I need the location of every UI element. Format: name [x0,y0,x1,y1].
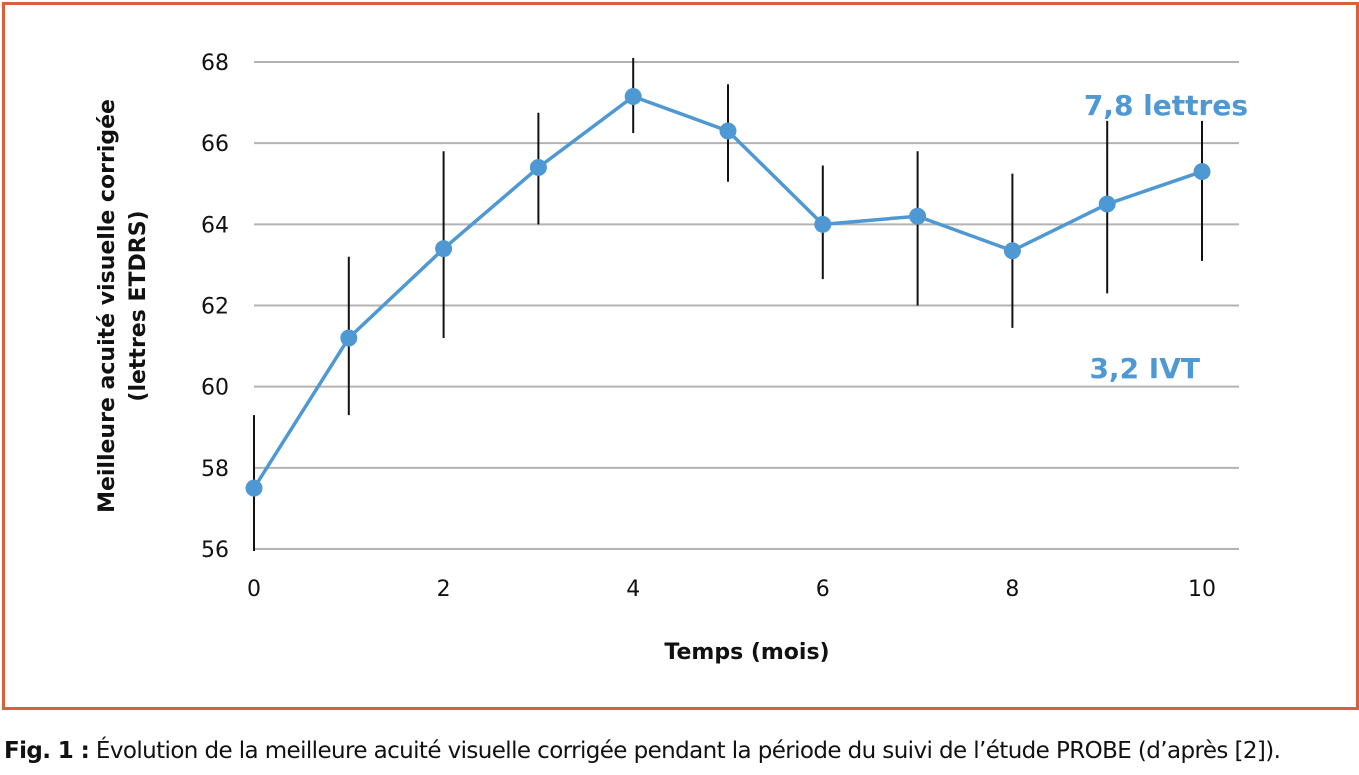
x-axis-label: Temps (mois) [664,640,829,665]
gridlines [254,61,1239,550]
y-tick-label: 62 [201,295,229,320]
x-tick-label: 0 [247,577,261,602]
y-tick-label: 58 [201,457,229,482]
data-point [1003,242,1021,260]
y-tick-label: 66 [201,132,229,157]
data-point [909,207,927,225]
data-point [624,87,642,105]
data-point [1193,163,1211,181]
x-tick-label: 6 [816,577,830,602]
y-axis-label-units: (lettres ETDRS) [126,210,151,401]
figure-caption: Fig. 1 : Évolution de la meilleure acuit… [4,738,1356,764]
annotation-letters: 7,8 lettres [1084,89,1248,122]
y-axis-label: Meilleure acuité visuelle corrigée [95,99,120,513]
x-tick-labels: 0 2 4 6 8 10 [247,577,1216,602]
caption-text: Évolution de la meilleure acuité visuell… [89,738,1281,764]
data-points [245,87,1211,497]
x-tick-label: 8 [1005,577,1019,602]
data-point [340,329,358,347]
y-tick-label: 56 [201,538,229,563]
data-point [814,215,832,233]
x-tick-label: 2 [437,577,451,602]
y-tick-labels: 56 58 60 62 64 66 68 [201,51,229,563]
data-point [435,240,453,258]
y-tick-label: 64 [201,213,229,238]
figure-frame [2,2,1359,710]
data-point [1098,195,1116,213]
y-tick-label: 60 [201,376,229,401]
x-tick-label: 4 [626,577,640,602]
caption-lead: Fig. 1 : [4,738,90,764]
x-tick-label: 10 [1188,577,1216,602]
data-point [719,122,737,140]
data-point [529,159,547,177]
annotation-ivt: 3,2 IVT [1089,352,1200,385]
y-tick-label: 68 [201,51,229,76]
data-point [245,479,263,497]
